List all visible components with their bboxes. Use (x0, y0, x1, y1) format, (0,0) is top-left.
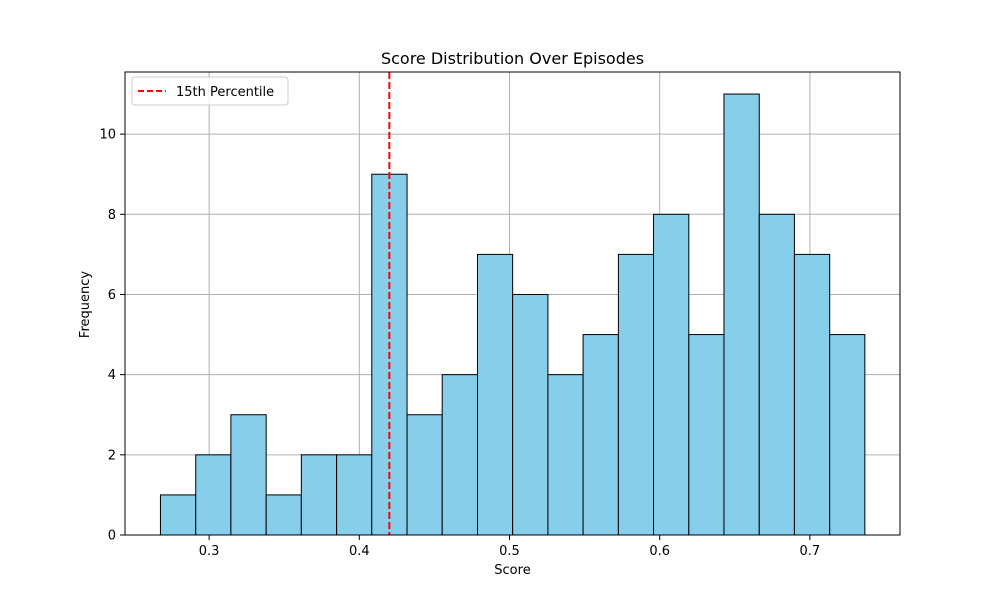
histogram-bar (265, 494, 302, 536)
histogram-bar (159, 494, 197, 536)
legend: 15th Percentile (131, 76, 289, 106)
histogram-bar (758, 213, 795, 536)
histogram-bar (617, 253, 655, 536)
histogram-bar (441, 374, 479, 536)
histogram-bar (793, 253, 831, 536)
histogram-bar (512, 293, 549, 536)
histogram-bar (829, 334, 866, 536)
x-tick-label: 0.5 (499, 544, 520, 559)
x-tick-label: 0.4 (349, 544, 370, 559)
y-tick-label: 6 (108, 288, 116, 303)
histogram-bar (300, 454, 338, 536)
y-tick-label: 4 (108, 368, 116, 383)
x-axis-label: Score (494, 563, 530, 578)
histogram-bar (336, 454, 373, 536)
histogram-bar (582, 334, 619, 536)
plot-frame (124, 71, 901, 536)
histogram-bar (406, 414, 443, 536)
histogram-bar (195, 454, 232, 536)
histogram-bar (477, 253, 514, 536)
histogram-bar (688, 334, 725, 536)
x-tick-label: 0.6 (649, 544, 670, 559)
histogram-bar (230, 414, 267, 536)
bars-layer (159, 93, 866, 536)
y-tick-label: 10 (99, 128, 116, 143)
histogram-bar (653, 213, 690, 536)
y-ticks: 0 2 4 6 8 10 (99, 128, 125, 544)
legend-entry-label: 15th Percentile (176, 85, 274, 100)
y-tick-label: 0 (108, 529, 116, 544)
y-axis-label: Frequency (78, 271, 93, 338)
y-tick-label: 8 (108, 208, 116, 223)
x-tick-label: 0.3 (199, 544, 220, 559)
y-tick-label: 2 (108, 448, 116, 463)
x-tick-label: 0.7 (800, 544, 821, 559)
chart-title: Score Distribution Over Episodes (381, 49, 644, 68)
x-ticks: 0.3 0.4 0.5 0.6 0.7 (199, 535, 820, 559)
legend-box (131, 76, 289, 106)
histogram-bar (547, 374, 584, 536)
histogram-bar (723, 93, 760, 536)
